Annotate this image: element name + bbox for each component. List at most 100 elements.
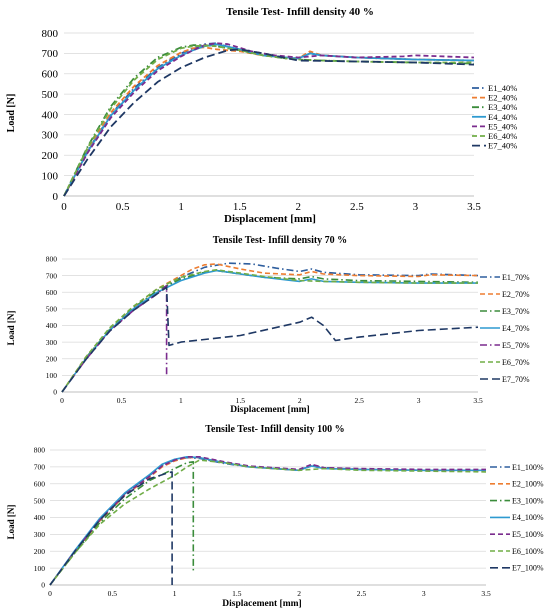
legend-label: E4_100% (512, 513, 544, 522)
y-tick-label: 500 (34, 496, 46, 505)
series-line (63, 44, 474, 197)
y-axis-title: Load [N] (6, 94, 17, 133)
legend-label: E4_40% (488, 112, 517, 122)
x-tick-label: 3.5 (481, 589, 491, 598)
y-tick-label: 700 (34, 463, 46, 472)
chart-panel-40: Tensile Test- Infill density 40 % Load [… (6, 6, 517, 225)
x-tick-label: 1.5 (232, 589, 242, 598)
y-tick-label: 0 (53, 388, 57, 397)
series-line (61, 284, 168, 393)
y-tick-label: 100 (34, 564, 46, 573)
legend-label: E3_100% (512, 496, 544, 505)
y-tick-label: 800 (34, 446, 46, 455)
series-line (61, 268, 478, 393)
series-line (49, 460, 195, 586)
y-tick-label: 500 (42, 89, 59, 101)
series-line (61, 269, 478, 393)
legend-label: E5_70% (502, 341, 530, 350)
y-tick-label: 0 (41, 581, 45, 590)
x-axis-title: Displacement [mm] (222, 599, 301, 609)
series-line (63, 42, 475, 197)
series-line (49, 455, 486, 586)
y-tick-label: 600 (42, 69, 59, 81)
x-axis-title: Displacement [mm] (230, 405, 309, 415)
y-tick-label: 200 (46, 354, 58, 363)
y-tick-label: 800 (42, 28, 59, 40)
y-tick-label: 400 (42, 109, 59, 121)
x-tick-label: 3 (413, 201, 419, 213)
x-tick-label: 3.5 (467, 201, 481, 213)
x-tick-label: 2 (296, 201, 302, 213)
y-tick-label: 600 (34, 479, 46, 488)
y-tick-label: 500 (46, 305, 58, 314)
y-axis-title: Load [N] (6, 311, 16, 346)
series-line (63, 46, 475, 197)
x-tick-label: 1 (173, 589, 177, 598)
legend-label: E2_70% (502, 290, 530, 299)
x-tick-label: 2 (297, 589, 301, 598)
x-tick-label: 2 (298, 396, 302, 405)
x-tick-label: 2.5 (354, 396, 364, 405)
legend-label: E5_40% (488, 121, 517, 131)
x-tick-label: 0 (60, 396, 64, 405)
y-tick-label: 800 (46, 255, 58, 264)
legend-label: E7_40% (488, 141, 517, 151)
y-tick-label: 400 (46, 321, 58, 330)
series-line (61, 286, 479, 393)
y-tick-label: 100 (42, 170, 59, 182)
series-line (63, 43, 475, 197)
y-axis-title: Load [N] (6, 505, 16, 540)
series-line (49, 455, 486, 586)
legend-label: E2_40% (488, 93, 517, 103)
chart-title: Tensile Test- Infill density 70 % (213, 235, 347, 246)
y-tick-label: 600 (46, 288, 58, 297)
y-tick-label: 700 (46, 271, 58, 280)
x-tick-label: 1 (179, 396, 183, 405)
x-tick-label: 1.5 (236, 396, 246, 405)
x-tick-label: 3 (417, 396, 421, 405)
series-line (61, 269, 479, 393)
series-line (49, 471, 173, 586)
legend-label: E6_40% (488, 131, 517, 141)
series-line (63, 44, 475, 197)
y-tick-label: 0 (53, 191, 59, 203)
x-tick-label: 3 (422, 589, 426, 598)
series-line (49, 456, 486, 586)
x-tick-label: 0.5 (108, 589, 118, 598)
x-tick-label: 2.5 (350, 201, 364, 213)
y-tick-label: 400 (34, 513, 46, 522)
legend-label: E6_70% (502, 358, 530, 367)
legend-label: E1_40% (488, 83, 517, 93)
x-axis-title: Displacement [mm] (224, 213, 316, 225)
legend-label: E7_70% (502, 375, 530, 384)
x-tick-label: 3.5 (473, 396, 483, 405)
legend-label: E1_70% (502, 273, 530, 282)
legend-label: E2_100% (512, 480, 544, 489)
y-tick-label: 100 (46, 371, 58, 380)
series-line (61, 262, 479, 393)
series-line (49, 456, 486, 586)
y-tick-label: 200 (42, 150, 59, 162)
legend-label: E7_100% (512, 564, 544, 573)
y-tick-label: 200 (34, 547, 46, 556)
legend-label: E3_40% (488, 102, 517, 112)
legend-label: E1_100% (512, 463, 544, 472)
x-tick-label: 0.5 (117, 396, 127, 405)
x-tick-label: 0 (61, 201, 67, 213)
legend-label: E5_100% (512, 530, 544, 539)
x-tick-label: 0.5 (116, 201, 130, 213)
chart-title: Tensile Test- Infill density 100 % (205, 424, 344, 435)
chart-title: Tensile Test- Infill density 40 % (226, 6, 374, 18)
legend-label: E3_70% (502, 307, 530, 316)
chart-panel-70: Tensile Test- Infill density 70 % Load [… (6, 235, 530, 415)
series-line (49, 459, 487, 586)
y-tick-label: 700 (42, 48, 59, 60)
legend-label: E6_100% (512, 547, 544, 556)
series-line (63, 48, 475, 197)
y-tick-label: 300 (42, 130, 59, 142)
x-tick-label: 0 (48, 589, 52, 598)
chart-panel-100: Tensile Test- Infill density 100 % Load … (6, 424, 544, 609)
y-tick-label: 300 (46, 338, 58, 347)
y-tick-label: 300 (34, 530, 46, 539)
